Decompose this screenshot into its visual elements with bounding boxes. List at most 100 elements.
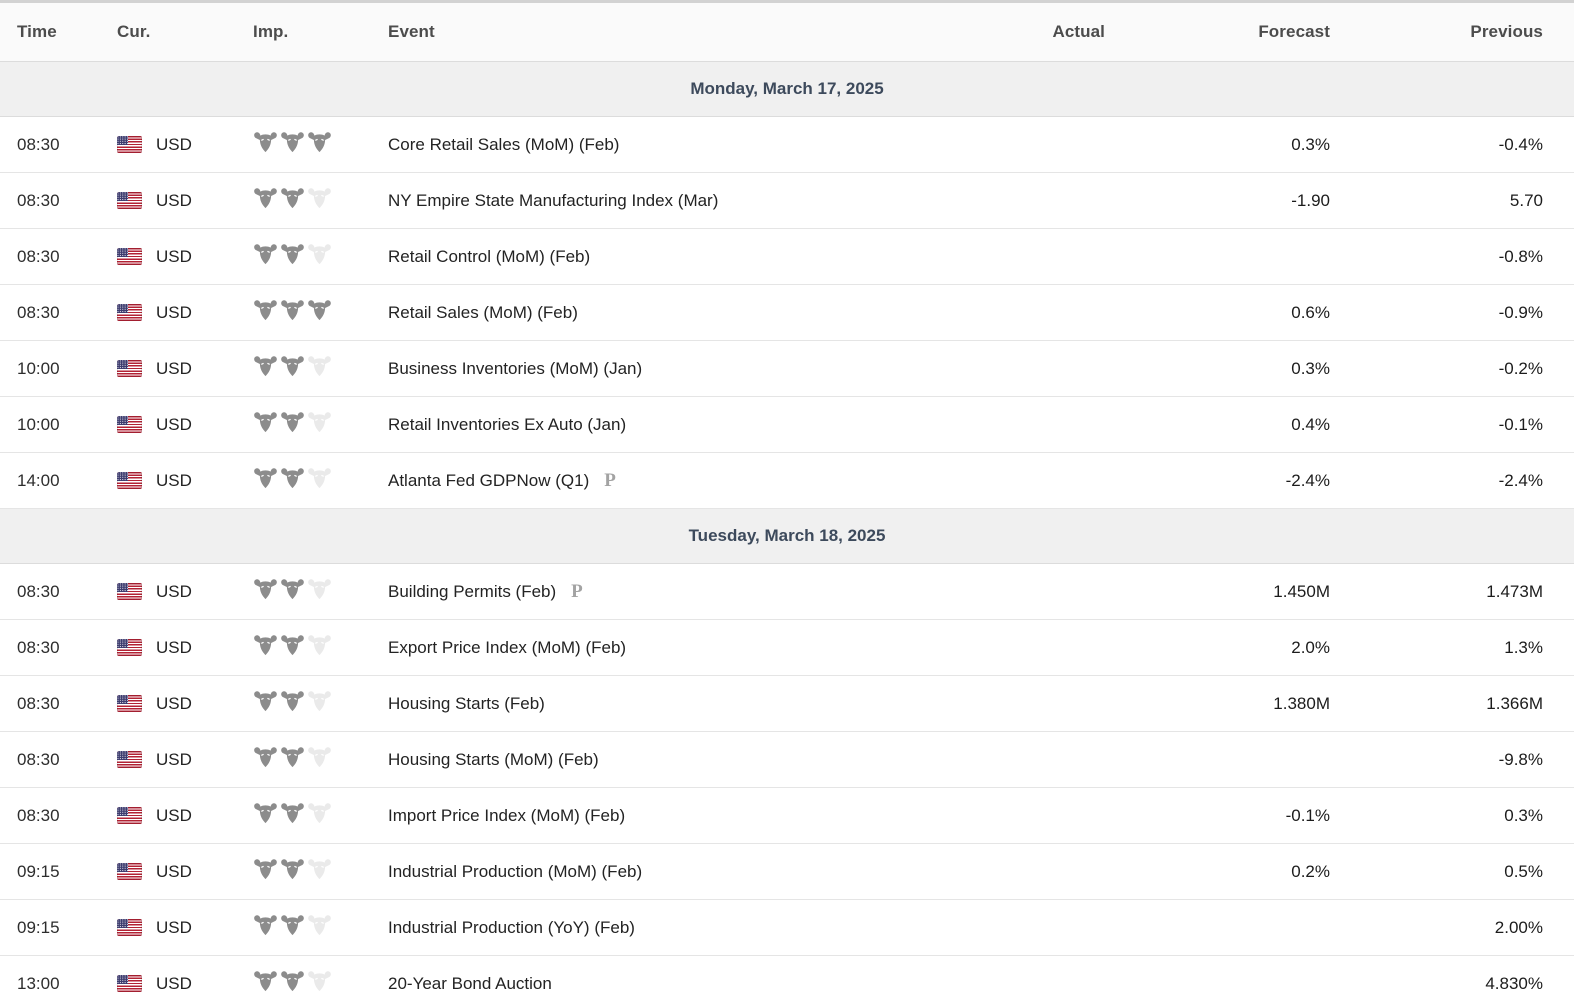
event-cell: Core Retail Sales (MoM) (Feb)	[388, 135, 955, 155]
time-cell: 10:00	[17, 358, 60, 378]
table-body: Monday, March 17, 2025 08:30 USD Core Retai…	[0, 62, 1574, 1002]
event-cell: Business Inventories (MoM) (Jan)	[388, 359, 955, 379]
event-row: 08:30 USD Import Price Index (MoM) (Feb) -0…	[0, 788, 1574, 844]
forecast-cell: 0.6%	[1291, 302, 1330, 322]
us-flag-icon	[117, 472, 142, 489]
event-link[interactable]: Import Price Index (MoM) (Feb)	[388, 805, 626, 825]
event-cell: Building Permits (Feb) P	[388, 582, 955, 602]
event-link[interactable]: Industrial Production (YoY) (Feb)	[388, 917, 635, 937]
event-link[interactable]: NY Empire State Manufacturing Index (Mar…	[388, 190, 719, 210]
event-cell: Import Price Index (MoM) (Feb)	[388, 806, 955, 826]
us-flag-icon	[117, 304, 142, 321]
forecast-cell: 1.450M	[1273, 581, 1330, 601]
bull-icon-filled	[253, 299, 278, 326]
time-cell: 08:30	[17, 246, 60, 266]
time-cell: 10:00	[17, 414, 60, 434]
currency-cell: USD	[117, 582, 253, 602]
us-flag-icon	[117, 751, 142, 768]
time-cell: 08:30	[17, 302, 60, 322]
bull-icon-filled	[253, 187, 278, 214]
currency-code: USD	[156, 358, 192, 378]
bull-icon-filled	[280, 914, 305, 941]
event-link[interactable]: Building Permits (Feb)	[388, 581, 557, 601]
bull-icon-filled	[280, 355, 305, 382]
bull-icon-filled	[280, 690, 305, 717]
event-link[interactable]: Core Retail Sales (MoM) (Feb)	[388, 134, 620, 154]
currency-cell: USD	[117, 359, 253, 379]
bull-icon-filled	[253, 690, 278, 717]
event-row: 08:30 USD NY Empire State Manufacturing In…	[0, 173, 1574, 229]
flag-canton	[117, 751, 128, 761]
currency-cell: USD	[117, 303, 253, 323]
event-cell: 20-Year Bond Auction	[388, 974, 955, 994]
event-row: 13:00 USD 20-Year Bond Auction 4.830%	[0, 956, 1574, 1002]
event-link[interactable]: Retail Control (MoM) (Feb)	[388, 246, 591, 266]
event-row: 09:15 USD Industrial Production (YoY) (Feb…	[0, 900, 1574, 956]
bull-icon-filled	[253, 802, 278, 829]
bull-icon-filled	[253, 467, 278, 494]
event-row: 09:15 USD Industrial Production (MoM) (Feb…	[0, 844, 1574, 900]
currency-cell: USD	[117, 750, 253, 770]
preliminary-icon: P	[571, 581, 583, 602]
importance-bulls	[253, 802, 388, 829]
forecast-cell: 0.4%	[1291, 414, 1330, 434]
flag-canton	[117, 472, 128, 482]
importance-bulls	[253, 243, 388, 270]
flag-canton	[117, 919, 128, 929]
event-link[interactable]: Export Price Index (MoM) (Feb)	[388, 637, 627, 657]
currency-code: USD	[156, 302, 192, 322]
column-header-currency: Cur.	[117, 22, 151, 41]
currency-code: USD	[156, 805, 192, 825]
bull-icon-filled	[280, 467, 305, 494]
time-cell: 08:30	[17, 693, 60, 713]
event-link[interactable]: Retail Sales (MoM) (Feb)	[388, 302, 578, 322]
previous-cell: 1.3%	[1504, 637, 1543, 657]
event-row: 08:30 USD Housing Starts (MoM) (Feb) -9.8%	[0, 732, 1574, 788]
event-link[interactable]: Business Inventories (MoM) (Jan)	[388, 358, 643, 378]
currency-cell: USD	[117, 918, 253, 938]
bull-icon-empty	[307, 746, 332, 773]
event-link[interactable]: 20-Year Bond Auction	[388, 973, 552, 993]
currency-code: USD	[156, 190, 192, 210]
event-cell: Export Price Index (MoM) (Feb)	[388, 638, 955, 658]
event-link[interactable]: Housing Starts (Feb)	[388, 693, 545, 713]
event-row: 08:30 USD Retail Control (MoM) (Feb) -0.8%	[0, 229, 1574, 285]
flag-canton	[117, 136, 128, 146]
event-link[interactable]: Atlanta Fed GDPNow (Q1)	[388, 470, 590, 490]
importance-bulls	[253, 858, 388, 885]
us-flag-icon	[117, 583, 142, 600]
bull-icon-filled	[253, 746, 278, 773]
event-cell: Industrial Production (YoY) (Feb)	[388, 918, 955, 938]
event-cell: Retail Sales (MoM) (Feb)	[388, 303, 955, 323]
importance-bulls	[253, 131, 388, 158]
forecast-cell: 1.380M	[1273, 693, 1330, 713]
currency-code: USD	[156, 246, 192, 266]
bull-icon-empty	[307, 578, 332, 605]
date-label: Monday, March 17, 2025	[690, 79, 884, 98]
us-flag-icon	[117, 136, 142, 153]
bull-icon-empty	[307, 914, 332, 941]
date-header-row: Tuesday, March 18, 2025	[0, 509, 1574, 564]
previous-cell: -0.9%	[1498, 302, 1543, 322]
time-cell: 08:30	[17, 749, 60, 769]
forecast-cell: -0.1%	[1285, 805, 1330, 825]
event-link[interactable]: Retail Inventories Ex Auto (Jan)	[388, 414, 627, 434]
currency-cell: USD	[117, 135, 253, 155]
previous-cell: -0.1%	[1498, 414, 1543, 434]
flag-canton	[117, 583, 128, 593]
importance-bulls	[253, 578, 388, 605]
event-cell: Atlanta Fed GDPNow (Q1) P	[388, 471, 955, 491]
event-row: 08:30 USD Core Retail Sales (MoM) (Feb) 0.3…	[0, 117, 1574, 173]
importance-bulls	[253, 746, 388, 773]
bull-icon-filled	[280, 187, 305, 214]
currency-code: USD	[156, 693, 192, 713]
currency-code: USD	[156, 470, 192, 490]
flag-canton	[117, 360, 128, 370]
event-cell: Housing Starts (MoM) (Feb)	[388, 750, 955, 770]
event-link[interactable]: Housing Starts (MoM) (Feb)	[388, 749, 599, 769]
bull-icon-filled	[280, 746, 305, 773]
us-flag-icon	[117, 192, 142, 209]
time-cell: 13:00	[17, 973, 60, 993]
event-link[interactable]: Industrial Production (MoM) (Feb)	[388, 861, 643, 881]
